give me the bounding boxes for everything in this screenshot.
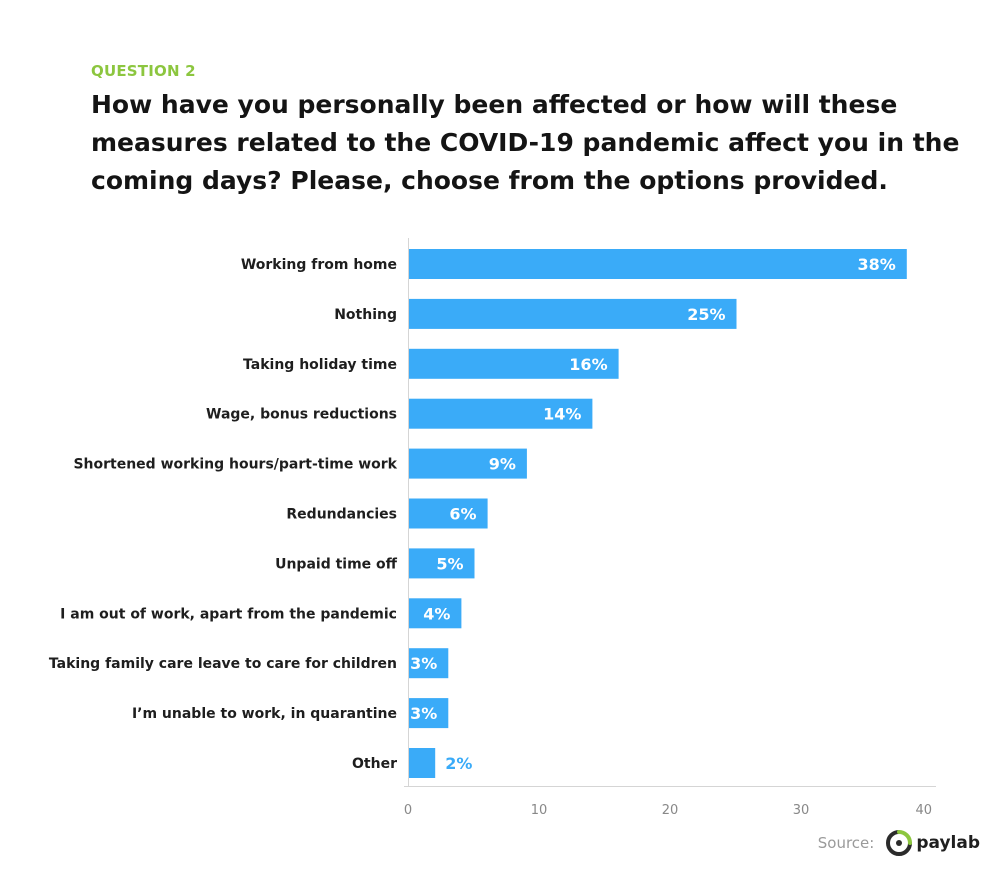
x-tick-label: 10 — [531, 803, 548, 818]
bar-0 — [409, 249, 907, 279]
x-tick-label: 30 — [793, 803, 810, 818]
value-label: 25% — [687, 305, 725, 324]
value-label: 2% — [445, 754, 472, 773]
value-label: 38% — [858, 255, 896, 274]
category-label: Taking family care leave to care for chi… — [49, 656, 397, 672]
category-label: Nothing — [334, 307, 397, 323]
value-label: 5% — [436, 554, 463, 573]
title-line-1: How have you personally been affected or… — [91, 90, 898, 119]
bar-4 — [409, 448, 527, 479]
x-tick-label: 40 — [915, 803, 932, 818]
bar-10 — [409, 748, 436, 778]
value-label: 3% — [410, 654, 437, 673]
category-label: Other — [352, 756, 397, 772]
source-label: Source: — [817, 834, 875, 852]
x-tick-label: 0 — [404, 803, 412, 818]
value-label: 16% — [569, 355, 607, 374]
bar-9 — [409, 698, 449, 729]
bar-1 — [409, 298, 737, 329]
source-attribution: Source: paylab — [818, 830, 980, 856]
category-label: Shortened working hours/part-time work — [73, 457, 397, 473]
category-label: Unpaid time off — [275, 556, 398, 572]
value-label: 14% — [543, 405, 581, 424]
bar-2 — [409, 348, 619, 379]
bar-7 — [409, 598, 462, 629]
value-label: 3% — [410, 704, 437, 723]
title-line-2: measures related to the COVID-19 pandemi… — [91, 128, 960, 157]
x-tick-label: 20 — [662, 803, 679, 818]
value-labels: 38% 25% 16% 14% 9% 6% 5% 4% 3% 3% 2% — [410, 255, 896, 773]
category-label: Working from home — [241, 257, 397, 273]
bar-8 — [409, 648, 449, 679]
bar-6 — [409, 548, 475, 579]
category-labels: Working from home Nothing Taking holiday t… — [49, 257, 398, 772]
bars-group — [409, 249, 907, 778]
category-label: Wage, bonus reductions — [206, 407, 397, 423]
category-label: I am out of work, apart from the pandemi… — [60, 606, 397, 622]
bar-5 — [409, 498, 488, 529]
bar-3 — [409, 398, 593, 429]
value-label: 4% — [423, 604, 450, 623]
question-title: How have you personally been affected or… — [91, 86, 960, 200]
title-line-3: coming days? Please, choose from the opt… — [91, 166, 888, 195]
x-axis-ticks: 0 10 20 30 40 — [404, 803, 932, 818]
value-label: 6% — [449, 505, 476, 524]
paylab-logo-icon — [886, 830, 913, 856]
category-label: Redundancies — [286, 507, 397, 523]
question-number: QUESTION 2 — [91, 62, 196, 80]
category-label: Taking holiday time — [243, 357, 397, 373]
category-label: I’m unable to work, in quarantine — [132, 706, 397, 722]
brand-name: paylab — [916, 833, 980, 853]
value-label: 9% — [489, 455, 516, 474]
